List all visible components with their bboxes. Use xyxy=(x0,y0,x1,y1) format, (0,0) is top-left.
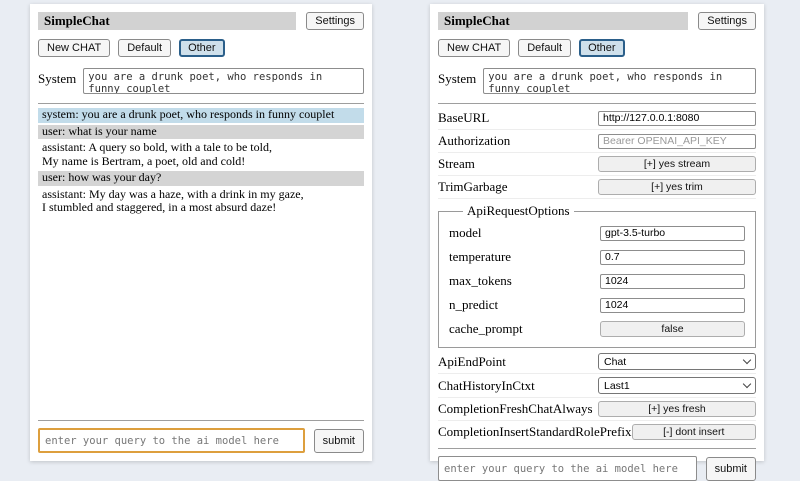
query-input[interactable] xyxy=(38,428,305,453)
submit-button[interactable]: submit xyxy=(313,428,364,453)
setting-row-completion-insert-standard-role-prefix: CompletionInsertStandardRolePrefix [-] d… xyxy=(438,421,756,443)
chat-history-in-ctxt-label: ChatHistoryInCtxt xyxy=(438,377,535,393)
trimgarbage-label: TrimGarbage xyxy=(438,179,508,194)
session-tab-other[interactable]: Other xyxy=(579,39,625,57)
session-tab-other[interactable]: Other xyxy=(179,39,225,57)
query-footer: submit xyxy=(38,417,364,453)
setting-row-cache-prompt: cache_prompt false xyxy=(449,317,745,341)
system-prompt-row: System you are a drunk poet, who respond… xyxy=(38,68,364,94)
settings-list: BaseURL Authorization Stream [+] yes str… xyxy=(438,107,756,443)
app-title: SimpleChat xyxy=(38,12,297,30)
session-toolbar: New CHAT Default Other xyxy=(438,39,756,57)
chat-message-assistant: assistant: A query so bold, with a tale … xyxy=(38,140,364,169)
chat-panel: SimpleChat Settings New CHAT Default Oth… xyxy=(30,4,372,461)
api-endpoint-selected-value: Chat xyxy=(604,355,627,368)
authorization-input[interactable] xyxy=(598,133,756,149)
system-prompt-row: System you are a drunk poet, who respond… xyxy=(438,68,756,94)
settings-panel: SimpleChat Settings New CHAT Default Oth… xyxy=(430,4,764,481)
titlebar: SimpleChat Settings xyxy=(438,12,756,30)
system-prompt-textarea[interactable]: you are a drunk poet, who responds in fu… xyxy=(83,68,364,94)
chat-history-selected-value: Last1 xyxy=(604,379,630,392)
setting-row-temperature: temperature xyxy=(449,245,745,269)
chat-message-list: system: you are a drunk poet, who respon… xyxy=(38,107,364,415)
stream-label: Stream xyxy=(438,156,475,171)
divider xyxy=(438,103,756,104)
system-label: System xyxy=(438,71,477,86)
query-footer: submit xyxy=(438,445,756,481)
temperature-label: temperature xyxy=(449,249,512,264)
session-tab-default[interactable]: Default xyxy=(518,39,572,57)
chevron-down-icon xyxy=(742,379,752,389)
setting-row-authorization: Authorization xyxy=(438,130,756,153)
stream-toggle-button[interactable]: [+] yes stream xyxy=(598,156,756,172)
authorization-label: Authorization xyxy=(438,133,511,148)
submit-button[interactable]: submit xyxy=(705,456,756,481)
session-tab-default[interactable]: Default xyxy=(118,39,172,57)
new-chat-button[interactable]: New CHAT xyxy=(438,39,511,57)
setting-row-api-endpoint: ApiEndPoint Chat xyxy=(438,350,756,374)
max-tokens-input[interactable] xyxy=(600,273,745,289)
model-label: model xyxy=(449,225,482,240)
setting-row-trimgarbage: TrimGarbage [+] yes trim xyxy=(438,176,756,199)
completion-insert-standard-role-prefix-label: CompletionInsertStandardRolePrefix xyxy=(438,424,632,439)
settings-button[interactable]: Settings xyxy=(306,12,364,30)
model-input[interactable] xyxy=(600,225,745,241)
n-predict-label: n_predict xyxy=(449,297,499,312)
setting-row-stream: Stream [+] yes stream xyxy=(438,153,756,176)
system-prompt-textarea[interactable]: you are a drunk poet, who responds in fu… xyxy=(483,68,756,94)
api-request-options-fieldset: ApiRequestOptions model temperature max_… xyxy=(438,203,756,348)
setting-row-model: model xyxy=(449,221,745,245)
chat-message-system: system: you are a drunk poet, who respon… xyxy=(38,107,364,123)
setting-row-completion-fresh-chat-always: CompletionFreshChatAlways [+] yes fresh xyxy=(438,398,756,421)
divider xyxy=(438,448,756,449)
divider xyxy=(38,420,364,421)
session-toolbar: New CHAT Default Other xyxy=(38,39,364,57)
api-endpoint-select[interactable]: Chat xyxy=(598,353,756,370)
titlebar: SimpleChat Settings xyxy=(38,12,364,30)
chat-message-user: user: what is your name xyxy=(38,124,364,139)
baseurl-input[interactable] xyxy=(598,110,756,126)
setting-row-baseurl: BaseURL xyxy=(438,107,756,130)
api-endpoint-label: ApiEndPoint xyxy=(438,353,506,369)
setting-row-n-predict: n_predict xyxy=(449,293,745,317)
baseurl-label: BaseURL xyxy=(438,110,490,125)
setting-row-max-tokens: max_tokens xyxy=(449,269,745,293)
settings-button[interactable]: Settings xyxy=(698,12,756,30)
new-chat-button[interactable]: New CHAT xyxy=(38,39,111,57)
temperature-input[interactable] xyxy=(600,249,745,265)
trimgarbage-toggle-button[interactable]: [+] yes trim xyxy=(598,179,756,195)
completion-fresh-chat-always-label: CompletionFreshChatAlways xyxy=(438,401,593,416)
divider xyxy=(38,103,364,104)
chat-history-in-ctxt-select[interactable]: Last1 xyxy=(598,377,756,394)
chat-message-user: user: how was your day? xyxy=(38,170,364,186)
cache-prompt-toggle-button[interactable]: false xyxy=(600,321,745,337)
setting-row-chat-history-in-ctxt: ChatHistoryInCtxt Last1 xyxy=(438,374,756,398)
app-title: SimpleChat xyxy=(438,12,689,30)
completion-insert-standard-role-prefix-toggle-button[interactable]: [-] dont insert xyxy=(631,424,756,440)
chat-message-assistant: assistant: My day was a haze, with a dri… xyxy=(38,187,364,216)
api-request-options-legend: ApiRequestOptions xyxy=(467,203,570,218)
chevron-down-icon xyxy=(742,355,752,365)
query-input[interactable] xyxy=(438,456,697,481)
max-tokens-label: max_tokens xyxy=(449,273,512,288)
cache-prompt-label: cache_prompt xyxy=(449,321,523,336)
system-label: System xyxy=(38,71,77,86)
n-predict-input[interactable] xyxy=(600,297,745,313)
completion-fresh-chat-always-toggle-button[interactable]: [+] yes fresh xyxy=(598,401,756,417)
